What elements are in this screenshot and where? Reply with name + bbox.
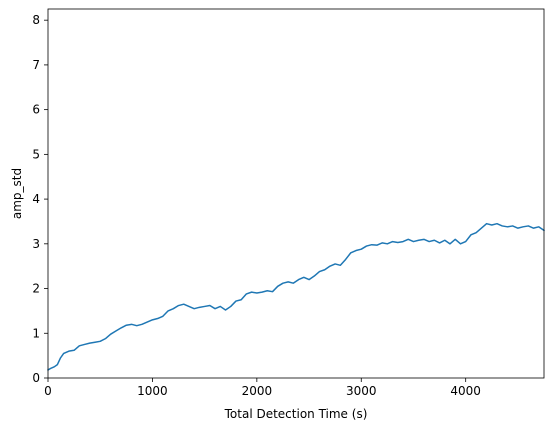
plot-frame <box>47 8 545 379</box>
y-tick-label: 2 <box>32 282 40 296</box>
y-tick-label: 7 <box>32 58 40 72</box>
x-axis-ticks: 0 1000 2000 3000 4000 <box>44 378 481 398</box>
x-tick-label: 3000 <box>346 384 377 398</box>
y-axis-label: amp_std <box>10 168 24 219</box>
series-layer <box>47 222 545 371</box>
x-tick-label: 1000 <box>137 384 168 398</box>
x-tick-label: 2000 <box>242 384 273 398</box>
y-tick-label: 5 <box>32 147 40 161</box>
x-axis-label: Total Detection Time (s) <box>224 407 368 421</box>
y-tick-label: 4 <box>32 192 40 206</box>
y-tick-label: 6 <box>32 103 40 117</box>
y-tick-label: 1 <box>32 326 40 340</box>
y-tick-label: 8 <box>32 13 40 27</box>
y-axis-ticks: 0 1 2 3 4 5 6 7 8 <box>32 13 48 385</box>
y-tick-label: 0 <box>32 371 40 385</box>
x-tick-label: 0 <box>44 384 52 398</box>
y-tick-label: 3 <box>32 237 40 251</box>
series-line-amp_std <box>47 222 545 371</box>
x-tick-label: 4000 <box>450 384 481 398</box>
